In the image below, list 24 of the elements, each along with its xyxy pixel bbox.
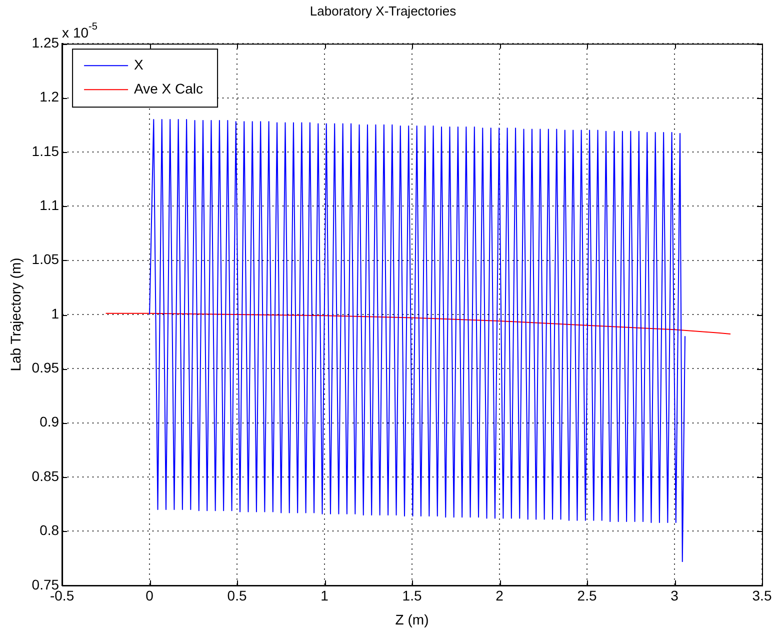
x-axis-title: Z (m) <box>395 611 429 628</box>
y-tick-label: 0.95 <box>32 360 60 376</box>
x-tick-label: 3 <box>670 588 679 604</box>
y-tick-label: 0.9 <box>40 414 60 430</box>
y-tick-label: 1.1 <box>40 197 60 213</box>
x-tick-label: 1.5 <box>402 588 422 604</box>
y-tick-label: 1.05 <box>32 251 60 268</box>
legend-label: X <box>134 56 144 72</box>
y-tick-label: 1 <box>51 305 60 322</box>
legend-label: Ave X Calc <box>134 80 204 96</box>
x-tick-label: 2.5 <box>577 588 597 604</box>
y-axis-title: Lab Trajectory (m) <box>7 258 24 372</box>
y-tick-label: 0.8 <box>40 522 60 538</box>
x-tick-label: 2 <box>496 588 504 604</box>
y-tick-label: 1.25 <box>32 34 60 50</box>
x-tick-label: 3.5 <box>752 588 772 604</box>
chart-title: Laboratory X-Trajectories <box>310 3 457 18</box>
x-tick-label: 1 <box>320 588 329 604</box>
y-tick-label: 0.75 <box>32 576 60 592</box>
x-tick-label: 0.5 <box>227 588 247 604</box>
y-tick-label: 0.85 <box>32 468 60 484</box>
y-tick-label: 1.15 <box>32 142 60 159</box>
y-tick-label: 1.2 <box>40 88 60 105</box>
x-tick-label: 0 <box>146 588 154 604</box>
